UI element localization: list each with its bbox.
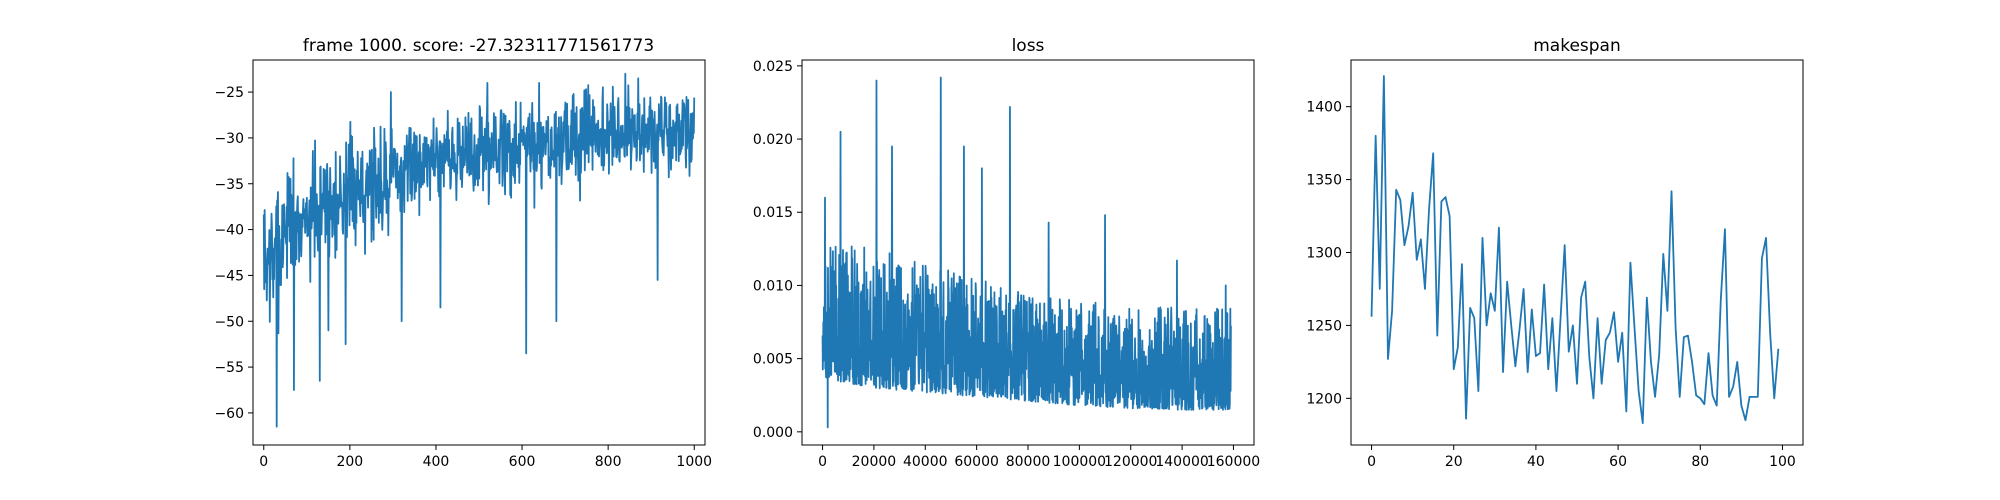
panel-score-y-tick-label: −30 (214, 131, 244, 147)
panel-score-x-tick-label: 800 (595, 454, 622, 470)
panel-score-x-tick-label: 200 (336, 454, 363, 470)
panel-score-y-tick-label: −60 (214, 406, 244, 422)
panel-loss-plot (821, 76, 1232, 429)
panel-makespan-x-tick-label: 80 (1691, 454, 1709, 470)
panel-score-y-axis: −60 −55 −50 −45 −40 −35 −30 −25 (214, 85, 253, 422)
panel-makespan-x-axis: 0 20 40 60 80 100 (1367, 445, 1796, 470)
panel-score-y-tick-label: −40 (214, 223, 244, 239)
panel-score-y-tick-label: −50 (214, 314, 244, 330)
panel-loss-y-tick-label: 0.010 (753, 278, 793, 294)
panel-loss-y-tick-label: 0.000 (753, 425, 793, 441)
panel-loss-x-tick-label: 20000 (852, 454, 897, 470)
panel-makespan-title: makespan (1533, 36, 1621, 56)
panel-loss-y-tick-label: 0.015 (753, 205, 793, 221)
panel-makespan-y-tick-label: 1300 (1306, 246, 1342, 262)
panel-score-series-line (262, 72, 696, 428)
panel-loss-x-tick-label: 80000 (1006, 454, 1051, 470)
panel-score-y-tick-label: −35 (214, 177, 244, 193)
panel-score-title: frame 1000. score: -27.32311771561773 (303, 36, 654, 56)
panel-loss-x-tick-label: 140000 (1155, 454, 1208, 470)
panel-score-x-axis: 0 200 400 600 800 1000 (259, 445, 712, 470)
panel-score-plot (262, 72, 696, 428)
panel-makespan-x-tick-label: 60 (1609, 454, 1627, 470)
panel-loss-x-axis: 0 20000 40000 60000 80000 1000001200001400001… (818, 445, 1260, 470)
panel-score-x-tick-label: 0 (259, 454, 268, 470)
panel-score-y-tick-label: −25 (214, 85, 244, 101)
panel-makespan-x-tick-label: 0 (1367, 454, 1376, 470)
panel-loss-series-line (821, 76, 1232, 429)
panel-loss-x-tick-label: 40000 (903, 454, 948, 470)
panel-loss-x-tick-label: 60000 (954, 454, 999, 470)
panel-makespan-series-line (1370, 75, 1780, 425)
panel-loss-y-tick-label: 0.020 (753, 132, 793, 148)
panel-makespan-y-tick-label: 1400 (1306, 100, 1342, 116)
panel-makespan-y-axis: 1200 1250 1300 1350 1400 (1306, 100, 1351, 407)
panel-loss: loss 0 20000 40000 60000 80000 10000012000014… (753, 36, 1260, 470)
panel-score: frame 1000. score: -27.32311771561773 0 2… (214, 36, 712, 470)
panel-makespan-x-tick-label: 40 (1527, 454, 1545, 470)
panel-makespan-plot (1370, 75, 1780, 425)
panel-score-y-tick-label: −55 (214, 360, 244, 376)
panel-makespan-x-tick-label: 20 (1445, 454, 1463, 470)
panel-loss-x-tick-label: 100000 (1053, 454, 1106, 470)
panel-makespan-y-tick-label: 1350 (1306, 173, 1342, 189)
panel-score-x-tick-label: 600 (509, 454, 536, 470)
panel-makespan-y-tick-label: 1200 (1306, 391, 1342, 407)
panel-loss-y-axis: 0.000 0.005 0.010 0.015 0.020 0.025 (753, 59, 802, 441)
panel-loss-y-tick-label: 0.005 (753, 352, 793, 368)
panel-loss-x-tick-label: 120000 (1104, 454, 1157, 470)
panel-loss-x-tick-label: 0 (818, 454, 827, 470)
panel-score-x-tick-label: 1000 (676, 454, 712, 470)
panel-score-frame (252, 59, 706, 446)
panel-loss-title: loss (1012, 36, 1045, 56)
panel-score-y-tick-label: −45 (214, 268, 244, 284)
panel-score-x-tick-label: 400 (423, 454, 450, 470)
panel-makespan: makespan 0 20 40 60 80 100 1200 1250 1300 1350 14… (1306, 36, 1804, 470)
panel-makespan-y-tick-label: 1250 (1306, 318, 1342, 334)
panel-makespan-x-tick-label: 100 (1769, 454, 1796, 470)
panel-loss-y-tick-label: 0.025 (753, 59, 793, 75)
panel-loss-x-tick-label: 160000 (1207, 454, 1260, 470)
